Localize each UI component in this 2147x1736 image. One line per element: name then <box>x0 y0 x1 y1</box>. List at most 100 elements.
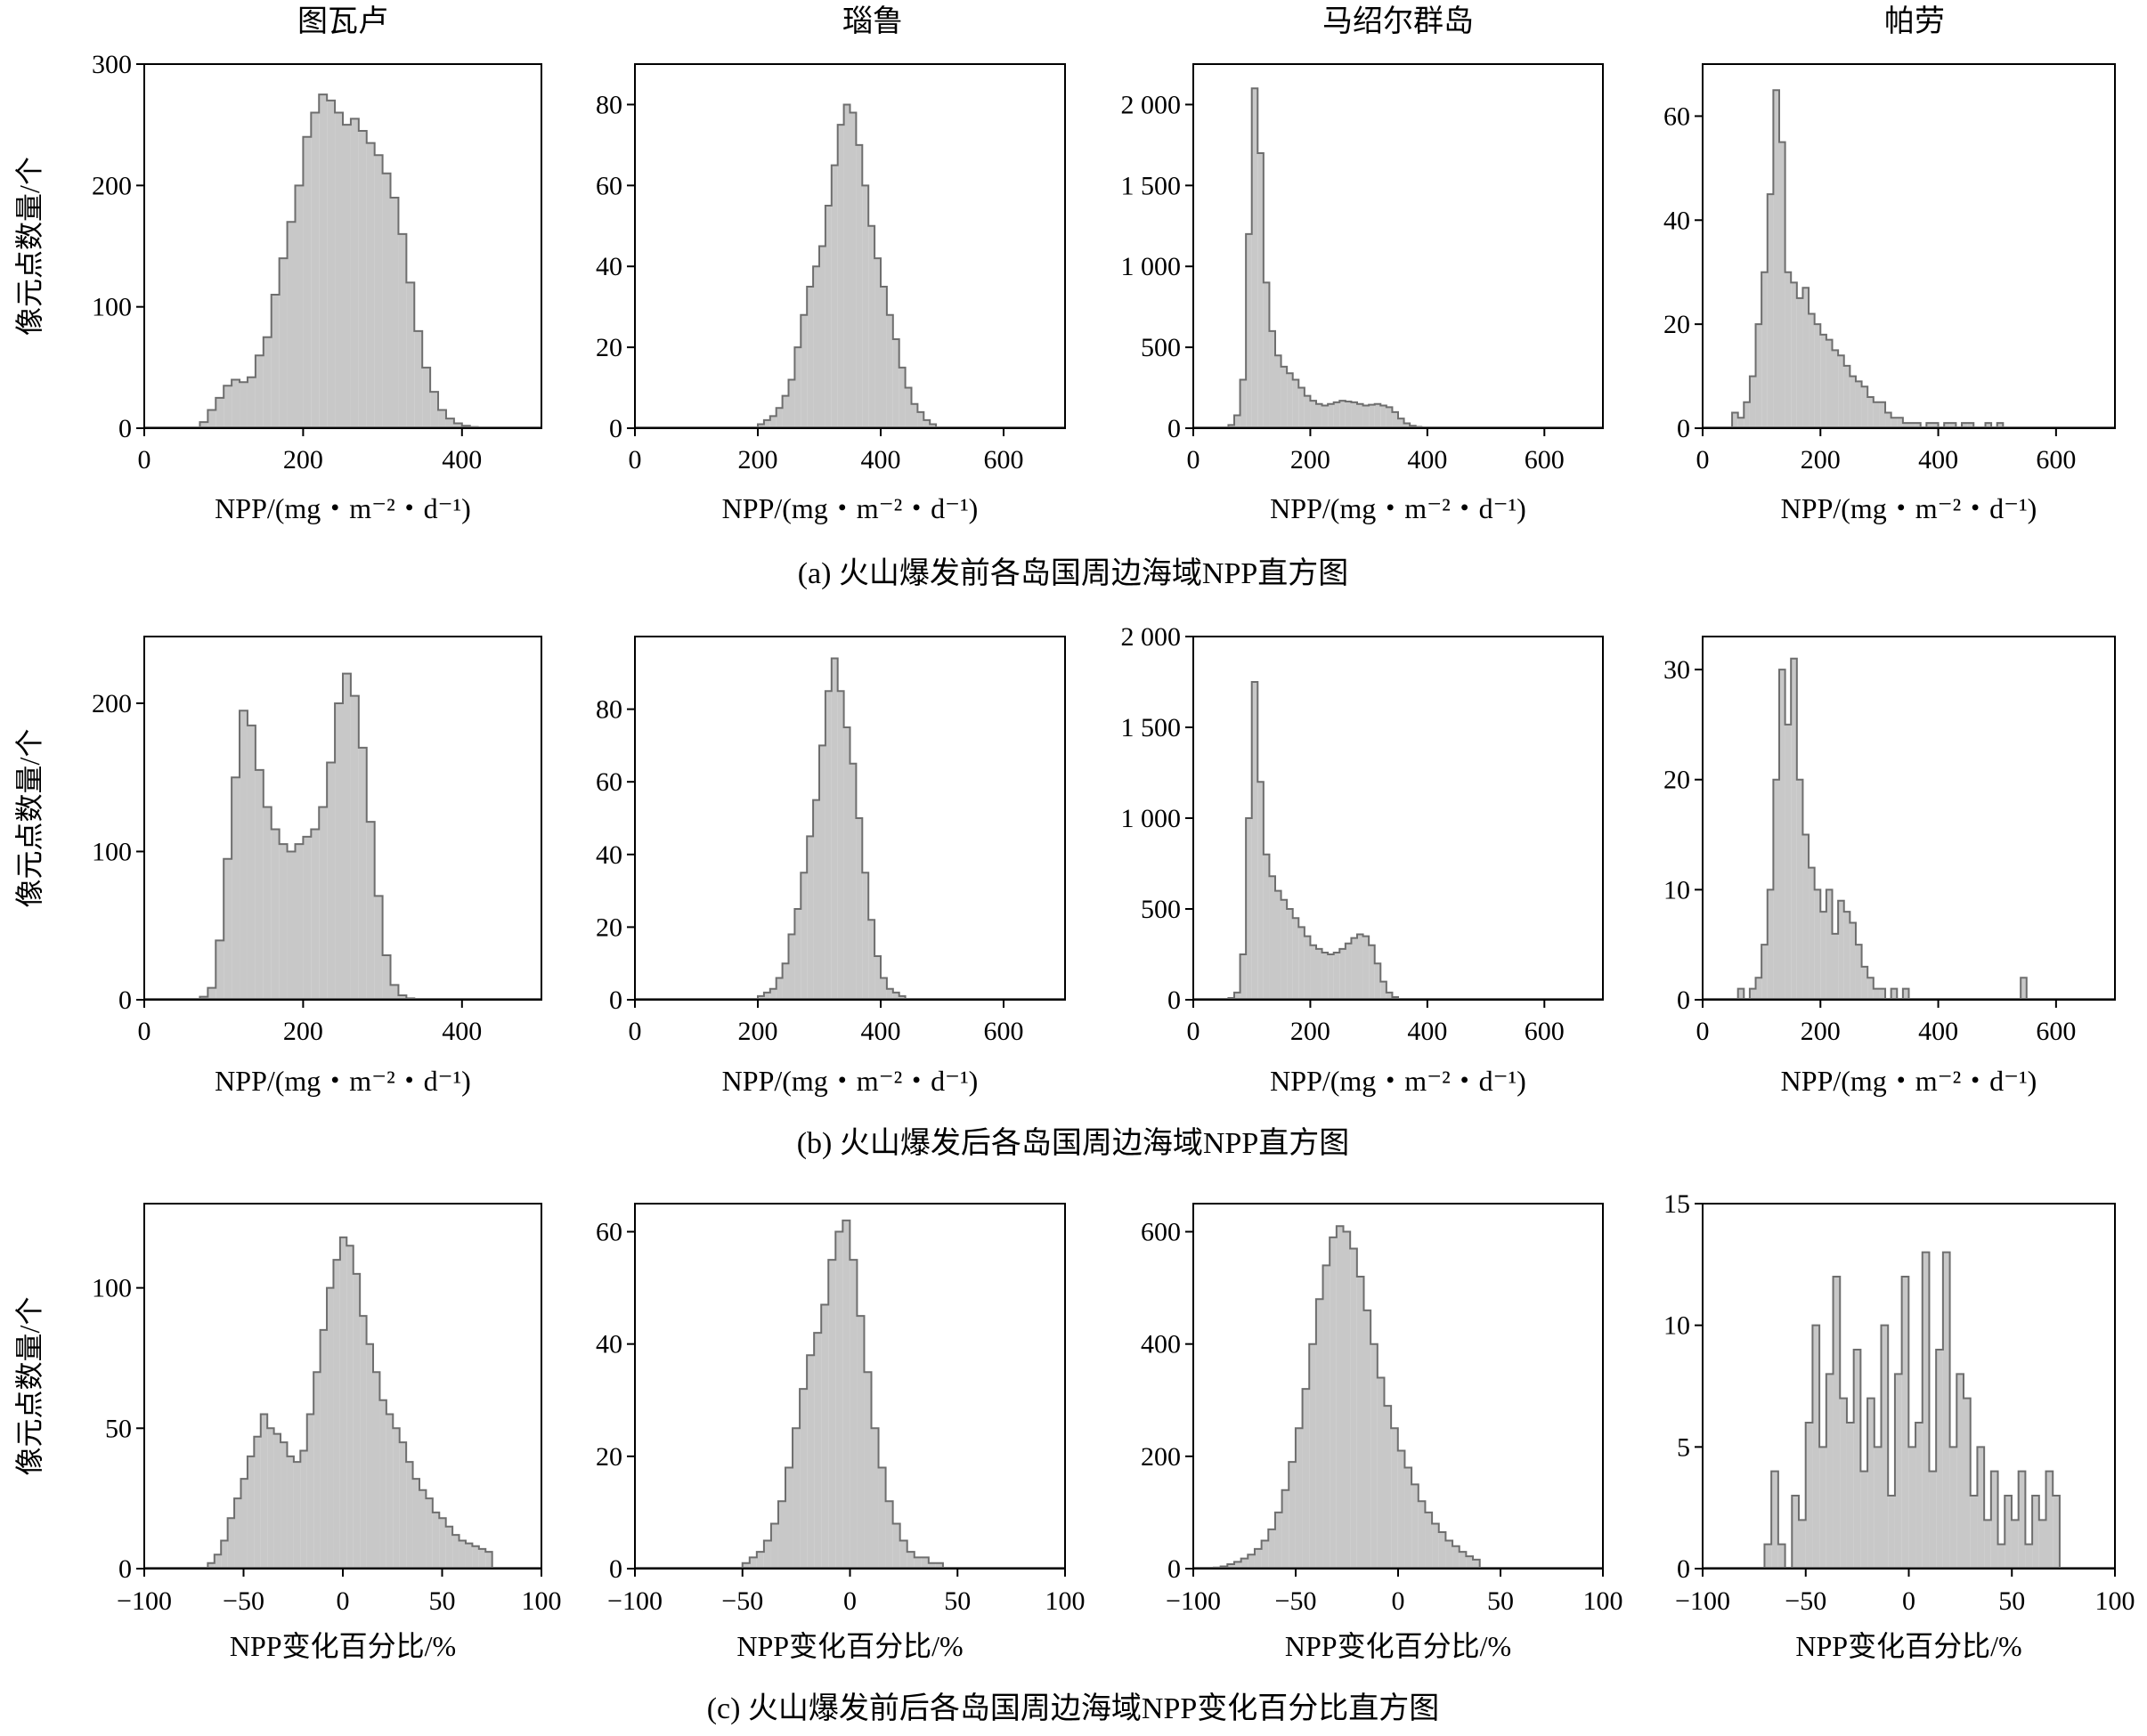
y-tick-label: 0 <box>1167 414 1181 443</box>
histogram-bar <box>917 411 924 428</box>
histogram-bars <box>758 658 906 1000</box>
y-tick-label: 10 <box>1663 875 1690 905</box>
histogram-bar <box>1867 396 1874 428</box>
histogram-panel-b-2: 0 200 400 600 0 20 40 60 80 NPP/(mg・m⁻²・d⁻¹) <box>596 636 1066 1097</box>
y-tick-label: 100 <box>92 1274 132 1303</box>
x-tick-label: 600 <box>1525 1017 1565 1046</box>
x-axis-label: NPP/(mg・m⁻²・d⁻¹) <box>722 492 979 524</box>
histogram-bar <box>306 1414 314 1569</box>
histogram-bar <box>1275 355 1281 428</box>
histogram-bar <box>327 100 336 429</box>
x-tick-label: 400 <box>1918 1017 1958 1046</box>
histogram-bar <box>1850 376 1856 428</box>
histogram-bar <box>1287 909 1293 1000</box>
histogram-bar <box>319 807 328 1000</box>
histogram-bar <box>1908 1447 1916 1569</box>
y-tick-label: 500 <box>1141 333 1181 362</box>
histogram-bar <box>366 1343 374 1569</box>
histogram-panel-b-4: 0 200 400 600 0 10 20 30 NPP/(mg・m⁻²・d⁻¹) <box>1663 636 2116 1097</box>
histogram-bar <box>1281 1489 1289 1569</box>
histogram-bar <box>868 225 875 428</box>
y-tick-label: 60 <box>596 767 622 797</box>
histogram-bar <box>1985 423 1992 428</box>
y-tick-label: 1 000 <box>1121 804 1182 833</box>
histogram-bar <box>1840 1398 1847 1569</box>
histogram-bar <box>1771 1471 1778 1569</box>
histogram-bar <box>1809 867 1815 1000</box>
histogram-bar <box>782 963 789 1000</box>
histogram-bar <box>1970 1496 1978 1569</box>
x-tick-label: 200 <box>738 1017 778 1046</box>
y-tick-label: 40 <box>596 840 622 870</box>
histogram-bar <box>1362 405 1370 428</box>
histogram-bar <box>1931 423 1939 428</box>
histogram-bar <box>921 1557 929 1569</box>
histogram-bar <box>426 1498 433 1569</box>
histogram-bar <box>319 94 328 428</box>
histogram-bar <box>1984 1520 1991 1569</box>
x-tick-label: 0 <box>1187 445 1200 475</box>
x-tick-label: 0 <box>629 445 642 475</box>
x-axis-label: NPP变化百分比/% <box>230 1630 456 1662</box>
histogram-bar <box>1452 1545 1460 1569</box>
histogram-bar <box>1894 1374 1902 1569</box>
histogram-bar <box>1778 142 1785 428</box>
histogram-bar <box>857 1316 865 1569</box>
histogram-bar <box>287 1456 294 1569</box>
y-tick-label: 500 <box>1141 895 1181 924</box>
histogram-bar <box>785 1467 793 1569</box>
plot-frame <box>1192 63 1604 429</box>
histogram-bar <box>1233 1562 1241 1569</box>
histogram-bar <box>311 112 320 428</box>
x-tick-label: 0 <box>1392 1586 1405 1616</box>
y-tick-label: 20 <box>596 333 622 362</box>
histogram-panel-a-3: 0 200 400 600 0 500 1 000 1 500 2 000 NPP/(mg・m⁻²… <box>1121 63 1604 524</box>
histogram-bar <box>2032 1496 2039 1569</box>
histogram-bar <box>758 424 764 428</box>
plot-frame <box>634 636 1066 1001</box>
x-axis-label: NPP/(mg・m⁻²・d⁻¹) <box>215 1065 471 1097</box>
histogram-outline <box>191 672 416 1001</box>
histogram-panel-c-4: −100 −50 0 50 100 0 5 10 15 NPP变化百分比/% <box>1663 1189 2135 1662</box>
y-tick-label: 0 <box>1167 1554 1181 1584</box>
histogram-bar <box>1861 966 1868 1000</box>
y-tick-label: 20 <box>596 913 622 942</box>
histogram-bar <box>346 1245 354 1569</box>
x-tick-label: −100 <box>1166 1586 1221 1616</box>
histogram-bar <box>2011 1520 2019 1569</box>
histogram-bar <box>311 829 320 1000</box>
histogram-bar <box>374 896 383 1000</box>
histogram-bar <box>1908 423 1915 428</box>
histogram-bars <box>1214 1226 1480 1569</box>
histogram-bar <box>398 995 407 1000</box>
row-caption-c: (c) 火山爆发前后各岛国周边海域NPP变化百分比直方图 <box>707 1691 1440 1725</box>
histogram-bar <box>255 355 264 428</box>
histogram-bar <box>267 1428 274 1569</box>
histogram-bar <box>293 1462 301 1569</box>
x-tick-label: 50 <box>1998 1586 2025 1616</box>
histogram-bar <box>807 286 814 428</box>
histogram-bar <box>1351 937 1357 1000</box>
histogram-bar <box>907 1552 915 1569</box>
histogram-bar <box>1833 1277 1841 1569</box>
histogram-bar <box>1843 365 1850 428</box>
histogram-bar <box>1315 1299 1323 1569</box>
histogram-bar <box>1295 1428 1303 1569</box>
histogram-bar <box>1345 402 1352 428</box>
histogram-bar <box>835 1231 843 1569</box>
histogram-bar <box>406 282 415 428</box>
histogram-bar <box>899 367 906 428</box>
histogram-outline <box>1763 1251 2061 1570</box>
histogram-bar <box>842 1220 850 1569</box>
histogram-bars <box>1732 90 2004 429</box>
histogram-bar <box>343 125 351 429</box>
histogram-bar <box>398 233 407 428</box>
x-tick-label: 0 <box>138 445 151 475</box>
histogram-bar <box>271 295 280 428</box>
histogram-bar <box>1292 918 1299 1000</box>
y-tick-label: 80 <box>596 90 622 119</box>
histogram-bar <box>1269 330 1275 428</box>
histogram-bar <box>742 1562 750 1569</box>
histogram-bar <box>911 403 918 428</box>
histogram-bar <box>1281 366 1288 428</box>
